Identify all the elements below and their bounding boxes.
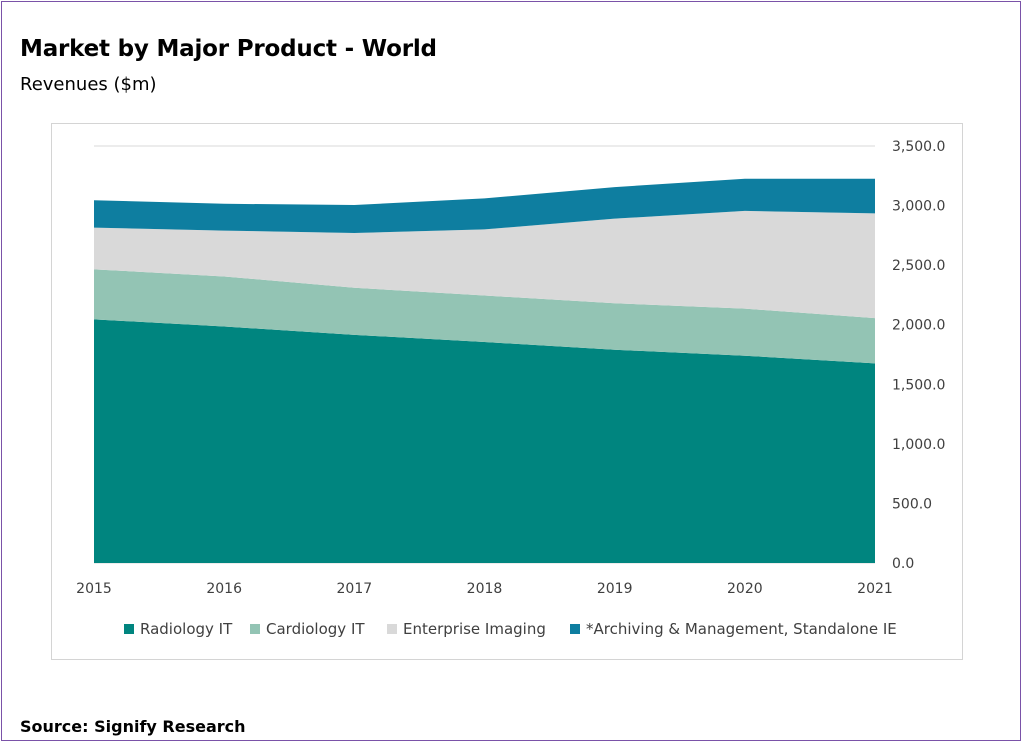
legend-label: Enterprise Imaging [403, 620, 546, 638]
legend-swatch [124, 624, 134, 634]
x-tick-label: 2015 [76, 581, 112, 597]
y-tick-label: 3,500.0 [892, 139, 945, 155]
legend-swatch [570, 624, 580, 634]
legend-label: *Archiving & Management, Standalone IE [586, 620, 897, 638]
x-tick-label: 2016 [206, 581, 242, 597]
legend-swatch [387, 624, 397, 634]
area-series-3 [94, 210, 875, 319]
y-tick-label: 2,500.0 [892, 258, 945, 274]
x-tick-label: 2019 [597, 581, 633, 597]
y-tick-label: 0.0 [892, 556, 914, 572]
legend-label: Cardiology IT [266, 620, 365, 638]
y-tick-label: 1,500.0 [892, 377, 945, 393]
area-series-2 [94, 269, 875, 364]
area-series-1 [94, 319, 875, 563]
x-tick-label: 2020 [727, 581, 763, 597]
source-note: Source: Signify Research [20, 717, 246, 736]
legend-label: Radiology IT [140, 620, 233, 638]
chart-title: Market by Major Product - World [20, 36, 437, 62]
chart-subtitle: Revenues ($m) [20, 74, 157, 95]
y-tick-label: 3,000.0 [892, 199, 945, 215]
y-tick-label: 1,000.0 [892, 437, 945, 453]
y-tick-label: 2,000.0 [892, 318, 945, 334]
x-tick-label: 2017 [337, 581, 373, 597]
area-series-4 [94, 178, 875, 233]
x-tick-label: 2021 [857, 581, 893, 597]
y-tick-label: 500.0 [892, 496, 932, 512]
x-tick-label: 2018 [467, 581, 503, 597]
legend-swatch [250, 624, 260, 634]
